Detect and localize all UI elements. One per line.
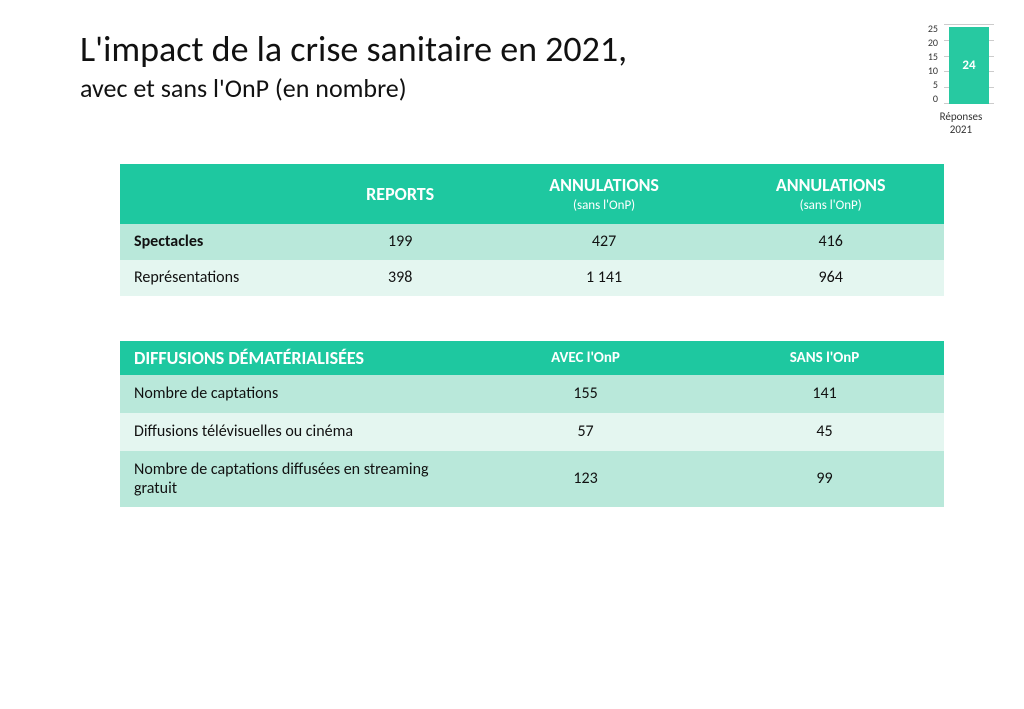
col-header-diffusions: DIFFUSIONS DÉMATÉRIALISÉES — [120, 341, 466, 375]
col-header-reports: REPORTS — [310, 164, 491, 224]
ytick: 5 — [928, 80, 938, 90]
subtitle: avec et sans l'OnP (en nombre) — [80, 72, 954, 104]
mini-chart-yticks: 25 20 15 10 5 0 — [928, 24, 938, 104]
main-title: L'impact de la crise sanitaire en 2021, — [80, 30, 954, 70]
ytick: 10 — [928, 66, 938, 76]
col-header-sans: SANS l'OnP — [705, 341, 944, 375]
ytick: 20 — [928, 38, 938, 48]
table-cell: 1 141 — [491, 260, 718, 296]
ytick: 15 — [928, 52, 938, 62]
table-header-row: DIFFUSIONS DÉMATÉRIALISÉES AVEC l'OnP SA… — [120, 341, 944, 375]
table-cell: 99 — [705, 451, 944, 507]
caption-line: 2021 — [950, 123, 972, 136]
mini-chart-bar-area: 24 — [944, 24, 994, 104]
table-cell: Nombre de captations — [120, 375, 466, 413]
table-cell: Nombre de captations diffusées en stream… — [120, 451, 466, 507]
header-text: ANNULATIONS — [549, 174, 659, 196]
diffusions-table: DIFFUSIONS DÉMATÉRIALISÉES AVEC l'OnP SA… — [120, 341, 944, 507]
table-cell: 45 — [705, 413, 944, 451]
tables-container: REPORTS ANNULATIONS (sans l'OnP) ANNULAT… — [120, 164, 944, 507]
table-cell: Représentations — [120, 260, 310, 296]
table-cell: 57 — [466, 413, 705, 451]
table-row: Diffusions télévisuelles ou cinéma5745 — [120, 413, 944, 451]
table-cell: 964 — [717, 260, 944, 296]
table-cell: 123 — [466, 451, 705, 507]
grid-line — [944, 24, 994, 25]
title-block: L'impact de la crise sanitaire en 2021, … — [80, 30, 954, 104]
responses-mini-chart: 25 20 15 10 5 0 24 — [928, 24, 994, 136]
col-header-empty — [120, 164, 310, 224]
ytick: 25 — [928, 24, 938, 34]
table-cell: Spectacles — [120, 224, 310, 260]
table-header-row: REPORTS ANNULATIONS (sans l'OnP) ANNULAT… — [120, 164, 944, 224]
header-subtext: (sans l'OnP) — [491, 198, 718, 213]
table-cell: 141 — [705, 375, 944, 413]
caption-line: Réponses — [940, 110, 983, 123]
slide-root: L'impact de la crise sanitaire en 2021, … — [0, 0, 1024, 709]
table-cell: 155 — [466, 375, 705, 413]
impact-table: REPORTS ANNULATIONS (sans l'OnP) ANNULAT… — [120, 164, 944, 296]
header-subtext: (sans l'OnP) — [717, 198, 944, 213]
ytick: 0 — [928, 94, 938, 104]
table-row: Nombre de captations155141 — [120, 375, 944, 413]
col-header-avec: AVEC l'OnP — [466, 341, 705, 375]
header-text: ANNULATIONS — [776, 174, 886, 196]
table-cell: Diffusions télévisuelles ou cinéma — [120, 413, 466, 451]
mini-chart-caption: Réponses 2021 — [940, 110, 983, 136]
mini-chart-bar: 24 — [949, 27, 989, 104]
mini-chart-body: 25 20 15 10 5 0 24 — [928, 24, 994, 104]
mini-chart-bar-label: 24 — [962, 58, 975, 73]
table-row: Spectacles199427416 — [120, 224, 944, 260]
table-cell: 398 — [310, 260, 491, 296]
table-cell: 416 — [717, 224, 944, 260]
table-row: Nombre de captations diffusées en stream… — [120, 451, 944, 507]
col-header-annulations-1: ANNULATIONS (sans l'OnP) — [491, 164, 718, 224]
table-row: Représentations3981 141964 — [120, 260, 944, 296]
table-cell: 199 — [310, 224, 491, 260]
col-header-annulations-2: ANNULATIONS (sans l'OnP) — [717, 164, 944, 224]
table-cell: 427 — [491, 224, 718, 260]
